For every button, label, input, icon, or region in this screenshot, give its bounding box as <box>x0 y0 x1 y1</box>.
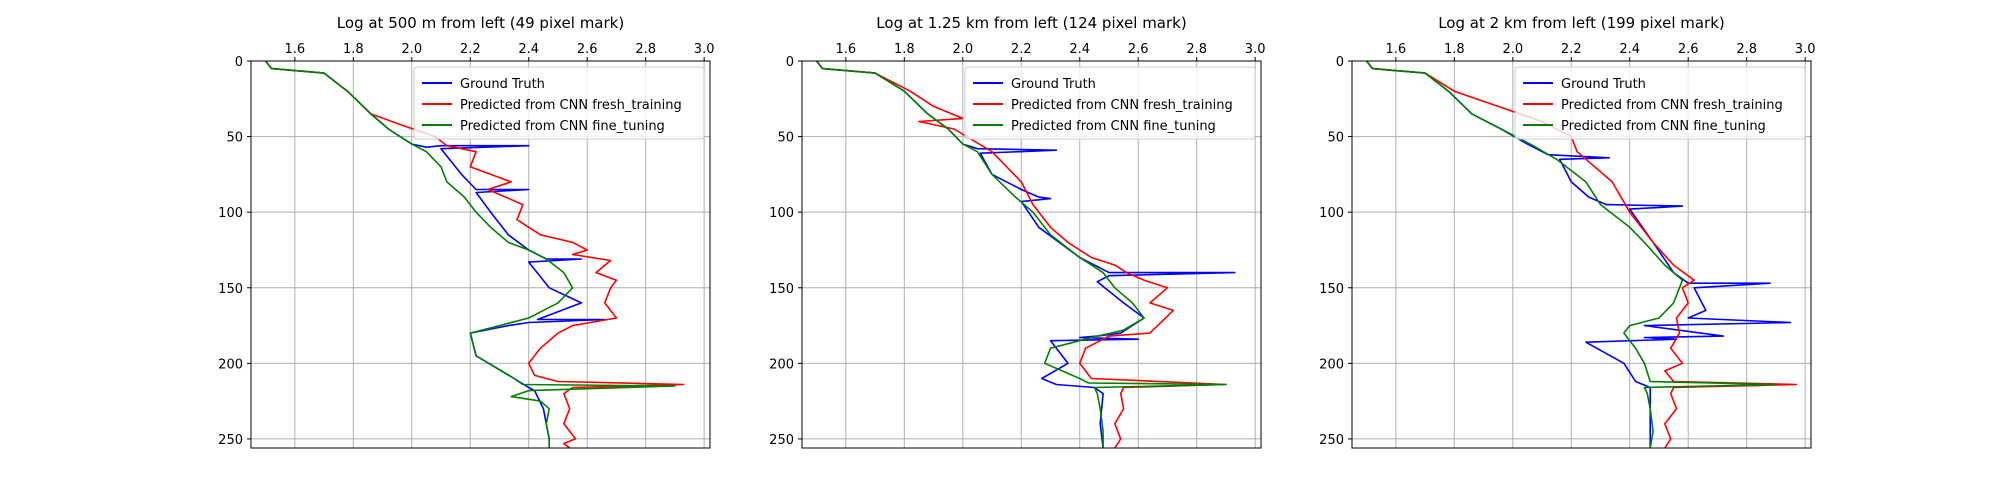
series-line-fine-tuning <box>1365 61 1777 448</box>
x-tick-label: 1.6 <box>836 42 857 57</box>
legend-label: Predicted from CNN fine_tuning <box>1011 119 1216 134</box>
legend-label: Predicted from CNN fine_tuning <box>1561 119 1766 134</box>
plot-frame <box>1351 60 1812 449</box>
y-tick-label: 0 <box>786 55 794 70</box>
legend-box <box>964 66 1256 140</box>
y-tick-label: 150 <box>218 282 243 297</box>
x-tick-label: 2.0 <box>952 42 973 57</box>
y-tick-label: 250 <box>769 433 794 448</box>
y-tick-label: 0 <box>1336 55 1344 70</box>
plot-frame <box>801 60 1262 449</box>
legend-label: Predicted from CNN fine_tuning <box>460 119 665 134</box>
legend-label: Predicted from CNN fresh_training <box>1011 98 1233 113</box>
x-tick-label: 1.8 <box>1444 42 1465 57</box>
x-tick-label: 2.2 <box>1011 42 1032 57</box>
y-tick-label: 100 <box>769 206 794 221</box>
x-tick-label: 2.4 <box>1619 42 1640 57</box>
x-tick-label: 3.0 <box>694 42 715 57</box>
legend-box <box>413 66 705 140</box>
chart-panel-2: Log at 1.25 km from left (124 pixel mark… <box>769 14 1266 449</box>
y-tick-label: 50 <box>226 131 243 146</box>
y-tick-label: 200 <box>218 357 243 372</box>
y-tick-label: 100 <box>1319 206 1344 221</box>
x-tick-label: 2.6 <box>1128 42 1149 57</box>
x-tick-label: 2.2 <box>1561 42 1582 57</box>
y-tick-label: 0 <box>235 55 243 70</box>
x-tick-label: 2.8 <box>635 42 656 57</box>
legend-label: Ground Truth <box>1011 77 1096 92</box>
legend-label: Predicted from CNN fresh_training <box>1561 98 1783 113</box>
x-tick-label: 1.8 <box>343 42 364 57</box>
x-tick-label: 2.6 <box>577 42 598 57</box>
chart-panel-1: Log at 500 m from left (49 pixel mark) 1… <box>218 14 715 449</box>
legend: Ground Truth Predicted from CNN fresh_tra… <box>413 66 705 140</box>
x-tick-label: 1.8 <box>894 42 915 57</box>
chart-title-1: Log at 500 m from left (49 pixel mark) <box>337 14 624 32</box>
plot-frame <box>250 60 711 449</box>
y-tick-label: 200 <box>1319 357 1344 372</box>
chart-title-2: Log at 1.25 km from left (124 pixel mark… <box>876 14 1186 32</box>
x-tick-label: 2.4 <box>518 42 539 57</box>
x-tick-label: 1.6 <box>1386 42 1407 57</box>
y-tick-label: 250 <box>1319 433 1344 448</box>
x-tick-label: 3.0 <box>1795 42 1816 57</box>
x-tick-label: 2.6 <box>1678 42 1699 57</box>
x-tick-label: 2.8 <box>1736 42 1757 57</box>
x-tick-label: 1.6 <box>285 42 306 57</box>
y-tick-label: 50 <box>777 131 794 146</box>
chart-title-3: Log at 2 km from left (199 pixel mark) <box>1438 14 1725 32</box>
series-line-fine-tuning <box>815 61 1227 448</box>
x-tick-label: 3.0 <box>1245 42 1266 57</box>
x-tick-label: 2.2 <box>460 42 481 57</box>
x-tick-label: 2.8 <box>1186 42 1207 57</box>
y-tick-label: 250 <box>218 433 243 448</box>
legend-box <box>1514 66 1806 140</box>
legend-label: Predicted from CNN fresh_training <box>460 98 682 113</box>
x-tick-label: 2.0 <box>1502 42 1523 57</box>
y-tick-label: 100 <box>218 206 243 221</box>
y-tick-label: 150 <box>1319 282 1344 297</box>
x-tick-label: 2.4 <box>1069 42 1090 57</box>
legend: Ground Truth Predicted from CNN fresh_tra… <box>964 66 1256 140</box>
x-tick-label: 2.0 <box>401 42 422 57</box>
series-line-fine-tuning <box>264 61 676 448</box>
legend-label: Ground Truth <box>1561 77 1646 92</box>
y-tick-label: 150 <box>769 282 794 297</box>
legend: Ground Truth Predicted from CNN fresh_tra… <box>1514 66 1806 140</box>
y-tick-label: 200 <box>769 357 794 372</box>
legend-label: Ground Truth <box>460 77 545 92</box>
y-tick-label: 50 <box>1327 131 1344 146</box>
chart-panel-3: Log at 2 km from left (199 pixel mark) 1… <box>1319 14 1816 449</box>
